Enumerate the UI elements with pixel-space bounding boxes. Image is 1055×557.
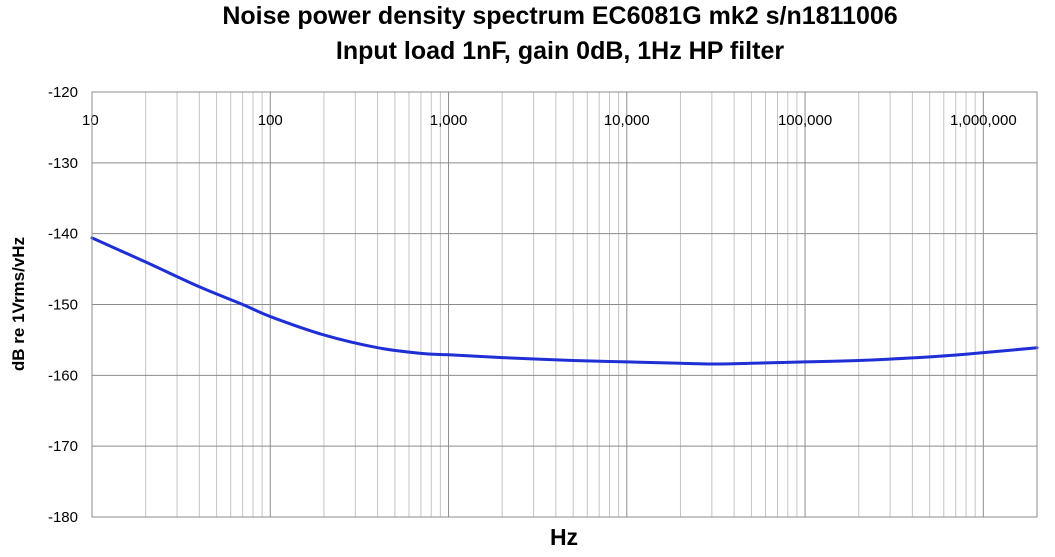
series-layer [90,236,1039,366]
x-axis-ticks: 10 100 1,000 10,000 100,000 1,000,000 [82,112,1017,129]
grid [91,91,1037,518]
x-tick-label: 1,000,000 [950,112,1017,129]
x-tick-label: 10 [82,112,99,129]
y-tick-label: -130 [48,155,78,172]
y-axis-label: dB re 1Vrms/vHz [9,237,28,371]
series-line-0 [90,236,1039,366]
x-tick-label: 100,000 [778,112,832,129]
plot-frame [91,91,1038,518]
y-tick-label: -140 [48,226,78,243]
y-tick-label: -150 [48,297,78,314]
x-tick-label: 100 [258,112,283,129]
y-tick-label: -120 [48,84,78,101]
x-axis-label: Hz [550,524,578,550]
x-tick-label: 10,000 [604,112,650,129]
chart-subtitle: Input load 1nF, gain 0dB, 1Hz HP filter [336,37,784,65]
y-tick-label: -160 [48,367,78,384]
y-tick-label: -170 [48,438,78,455]
y-axis-ticks: -120 -130 -140 -150 -160 -170 -180 [48,84,78,526]
y-tick-label: -180 [48,509,78,526]
chart-title: Noise power density spectrum EC6081G mk2… [222,2,897,30]
x-tick-label: 1,000 [430,112,468,129]
